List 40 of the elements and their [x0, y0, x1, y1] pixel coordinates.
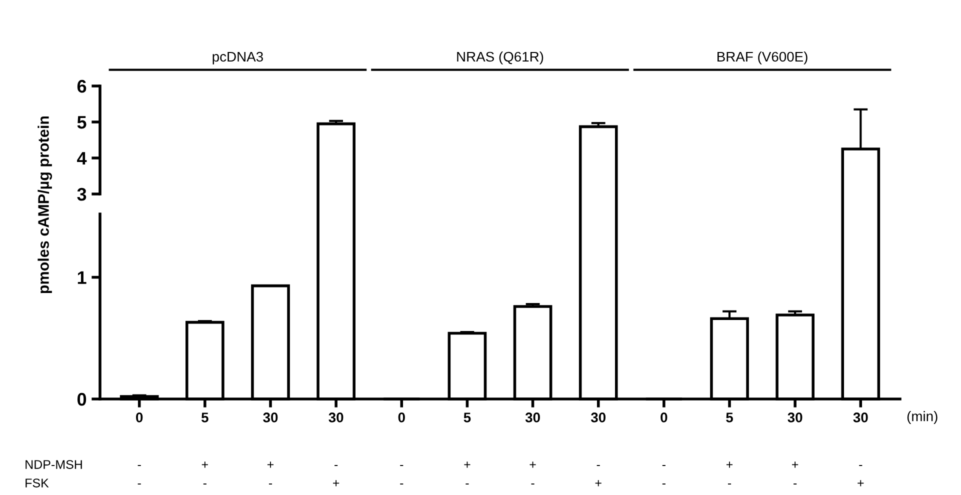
x-tick-label: 30	[263, 412, 278, 422]
text: +	[858, 480, 864, 486]
text: FSK	[26, 478, 49, 488]
y-tick-label: 4	[77, 152, 87, 165]
x-tick-label: 30	[525, 412, 540, 422]
text: +	[530, 462, 536, 468]
text: +	[202, 462, 208, 468]
x-tick-label: 5	[726, 412, 733, 422]
text: -	[400, 465, 404, 466]
text: NDP-MSH	[26, 460, 82, 469]
x-tick-label: 30	[853, 412, 868, 422]
x-tick-label: 0	[398, 412, 405, 422]
x-tick-label: 30	[328, 412, 344, 422]
text: -	[596, 465, 600, 466]
x-tick-label: 30	[590, 412, 606, 422]
text: -	[334, 465, 338, 466]
text: -	[138, 465, 141, 466]
text: -	[859, 465, 862, 466]
y-tick-label: 0	[77, 392, 86, 406]
x-tick-label: 30	[788, 412, 802, 422]
text: +	[595, 480, 602, 486]
y-tick-label: 1	[78, 271, 86, 284]
text: NRAS (Q61R)	[457, 51, 544, 64]
text: -	[662, 465, 666, 466]
text: +	[792, 462, 798, 468]
text: +	[267, 462, 274, 468]
text: +	[464, 462, 470, 468]
text: pcDNA3	[212, 52, 263, 64]
x-tick-label: 5	[464, 412, 471, 422]
y-tick-label: 3	[77, 188, 86, 201]
y-tick-label: 5	[77, 116, 86, 129]
x-tick-label: 0	[660, 412, 668, 422]
y-axis-title: pmoles cAMP/µg protein	[38, 116, 52, 294]
text: +	[333, 480, 340, 486]
x-tick-label: 0	[136, 412, 143, 422]
x-tick-label: 5	[201, 412, 208, 422]
text: +	[726, 462, 733, 468]
x-axis-title: (min)	[907, 411, 938, 424]
text: BRAF (V600E)	[718, 51, 808, 64]
y-tick-label: 6	[77, 80, 86, 93]
